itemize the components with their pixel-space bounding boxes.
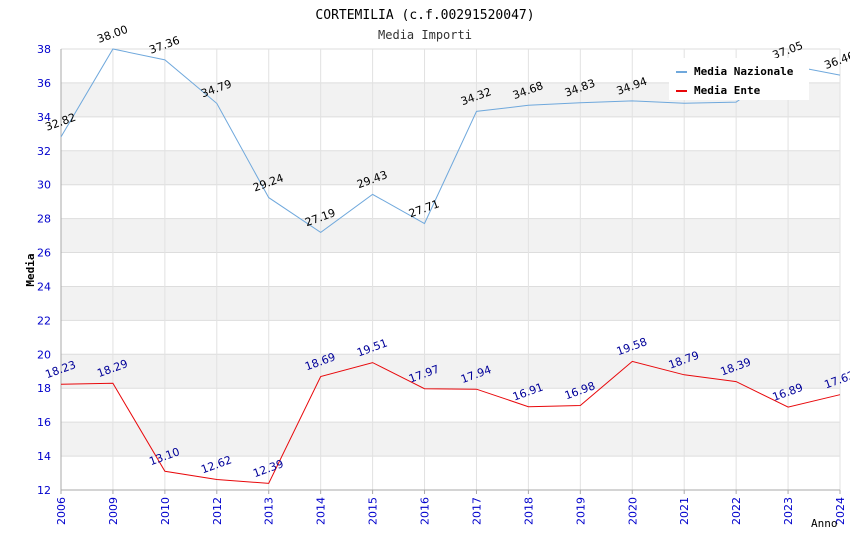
y-tick-label: 30 xyxy=(37,179,51,192)
legend-label: Media Nazionale xyxy=(694,65,794,78)
x-tick-label: 2014 xyxy=(315,497,328,525)
y-tick-labels: 12 14 16 18 20 22 24 26 28 30 32 34 36 38 xyxy=(37,43,51,497)
grid-band xyxy=(61,286,840,321)
x-tick-label: 2018 xyxy=(522,497,535,525)
grid-band xyxy=(61,218,840,253)
x-tick-label: 2022 xyxy=(730,497,743,525)
series-line xyxy=(60,360,841,484)
x-tick-label: 2017 xyxy=(470,497,483,525)
grid-band xyxy=(61,354,840,389)
x-tick-label: 2016 xyxy=(419,497,432,525)
x-tick-label: 2009 xyxy=(107,497,120,525)
x-tick-label: 2013 xyxy=(263,497,276,525)
data-label: 38.00 xyxy=(96,23,130,46)
legend-box xyxy=(669,58,809,100)
series-line xyxy=(60,48,841,234)
chart-subtitle: Media Importi xyxy=(378,28,472,42)
x-axis-label: Anno xyxy=(811,517,838,530)
x-tick-label: 2021 xyxy=(678,497,691,525)
chart-title: CORTEMILIA (c.f.00291520047) xyxy=(315,8,534,23)
x-tick-label: 2024 xyxy=(834,497,847,525)
x-tick-label: 2020 xyxy=(626,497,639,525)
grid-band xyxy=(61,422,840,457)
y-tick-label: 26 xyxy=(37,247,51,260)
y-tick-label: 34 xyxy=(37,111,51,124)
y-tick-label: 38 xyxy=(37,43,51,56)
x-tick-label: 2010 xyxy=(159,497,172,525)
y-tick-label: 36 xyxy=(37,77,51,90)
legend-label: Media Ente xyxy=(694,84,761,97)
x-tick-label: 2019 xyxy=(574,497,587,525)
y-axis-label: Media xyxy=(24,253,37,286)
x-tick-labels: 2006 2009 2010 2012 2013 2014 2015 2016 2017 2018… xyxy=(55,497,847,525)
legend: Media Nazionale Media Ente xyxy=(669,58,809,100)
data-label: 36.46 xyxy=(823,49,850,72)
y-tick-label: 20 xyxy=(37,348,51,361)
x-tick-label: 2015 xyxy=(367,497,380,525)
y-tick-label: 32 xyxy=(37,145,51,158)
x-tick-label: 2012 xyxy=(211,497,224,525)
y-tick-label: 28 xyxy=(37,213,51,226)
y-tick-label: 16 xyxy=(37,416,51,429)
y-tick-label: 24 xyxy=(37,280,51,293)
y-tick-label: 14 xyxy=(37,450,51,463)
grid-bands xyxy=(61,82,840,457)
y-tick-label: 12 xyxy=(37,484,51,497)
y-tick-label: 22 xyxy=(37,314,51,327)
x-tick-label: 2006 xyxy=(55,497,68,525)
x-tick-label: 2023 xyxy=(782,497,795,525)
y-tick-label: 18 xyxy=(37,382,51,395)
